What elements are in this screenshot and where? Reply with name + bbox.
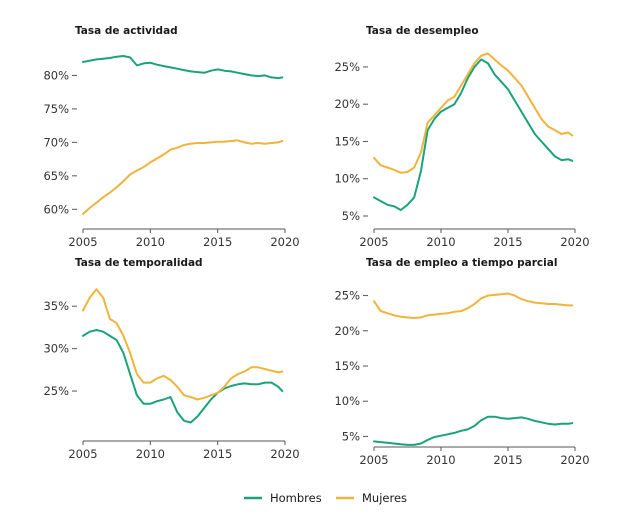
y-tick-label: 25% <box>334 60 360 74</box>
panel-title: Tasa de actividad <box>75 25 178 37</box>
y-tick-label: 35% <box>43 299 69 313</box>
legend: Hombres Mujeres <box>244 491 407 505</box>
series-line-mujeres <box>373 292 574 320</box>
x-tick-label: 2010 <box>136 235 165 249</box>
y-tick-label: 20% <box>334 324 360 338</box>
series-line-hombres <box>373 58 574 211</box>
y-tick-label: 60% <box>43 202 69 216</box>
legend-label-hombres: Hombres <box>270 491 322 505</box>
series-line-hombres <box>373 415 574 446</box>
panel-title: Tasa de temporalidad <box>75 257 203 269</box>
x-tick-label: 2020 <box>270 447 299 461</box>
y-tick-label: 80% <box>43 68 69 82</box>
y-tick-label: 70% <box>43 135 69 149</box>
x-tick-label: 2010 <box>426 453 455 467</box>
panel-tasa-de-empleo-a-tiempo-parcial: Tasa de empleo a tiempo parcial 5% 10% 15%… <box>334 257 589 467</box>
series-line-mujeres <box>82 288 284 401</box>
y-tick-label: 10% <box>334 394 360 408</box>
y-tick-label: 20% <box>334 97 360 111</box>
series-line-hombres <box>82 329 284 424</box>
x-tick-label: 2005 <box>359 453 388 467</box>
y-tick-label: 75% <box>43 102 69 116</box>
y-tick-label: 5% <box>342 429 360 443</box>
x-tick-label: 2015 <box>493 453 522 467</box>
x-tick-label: 2010 <box>136 447 165 461</box>
x-tick-label: 2005 <box>68 447 97 461</box>
x-tick-label: 2015 <box>203 235 232 249</box>
y-tick-label: 25% <box>43 384 69 398</box>
series-line-mujeres <box>82 139 284 215</box>
y-tick-label: 5% <box>342 209 360 223</box>
y-tick-label: 15% <box>334 359 360 373</box>
y-tick-label: 15% <box>334 134 360 148</box>
panel-title: Tasa de empleo a tiempo parcial <box>366 257 557 269</box>
series-line-mujeres <box>373 52 574 174</box>
panel-tasa-de-desempleo: Tasa de desempleo 5% 10% 15% 20% 25% 2005 2010… <box>334 25 589 249</box>
x-tick-label: 2020 <box>560 453 589 467</box>
x-tick-label: 2010 <box>426 235 455 249</box>
y-tick-label: 65% <box>43 169 69 183</box>
legend-label-mujeres: Mujeres <box>362 491 407 505</box>
y-tick-label: 30% <box>43 342 69 356</box>
panel-tasa-de-actividad: Tasa de actividad 60% 65% 70% 75% 80% 2005 201… <box>43 25 299 249</box>
y-tick-label: 25% <box>334 289 360 303</box>
x-tick-label: 2005 <box>68 235 97 249</box>
x-tick-label: 2020 <box>560 235 589 249</box>
x-tick-label: 2020 <box>270 235 299 249</box>
panel-tasa-de-temporalidad: Tasa de temporalidad 25% 30% 35% 2005 2010 20… <box>43 257 299 461</box>
panel-title: Tasa de desempleo <box>366 25 479 37</box>
y-tick-label: 10% <box>334 172 360 186</box>
x-tick-label: 2015 <box>203 447 232 461</box>
series-line-hombres <box>82 55 284 80</box>
x-tick-label: 2005 <box>359 235 388 249</box>
x-tick-label: 2015 <box>493 235 522 249</box>
